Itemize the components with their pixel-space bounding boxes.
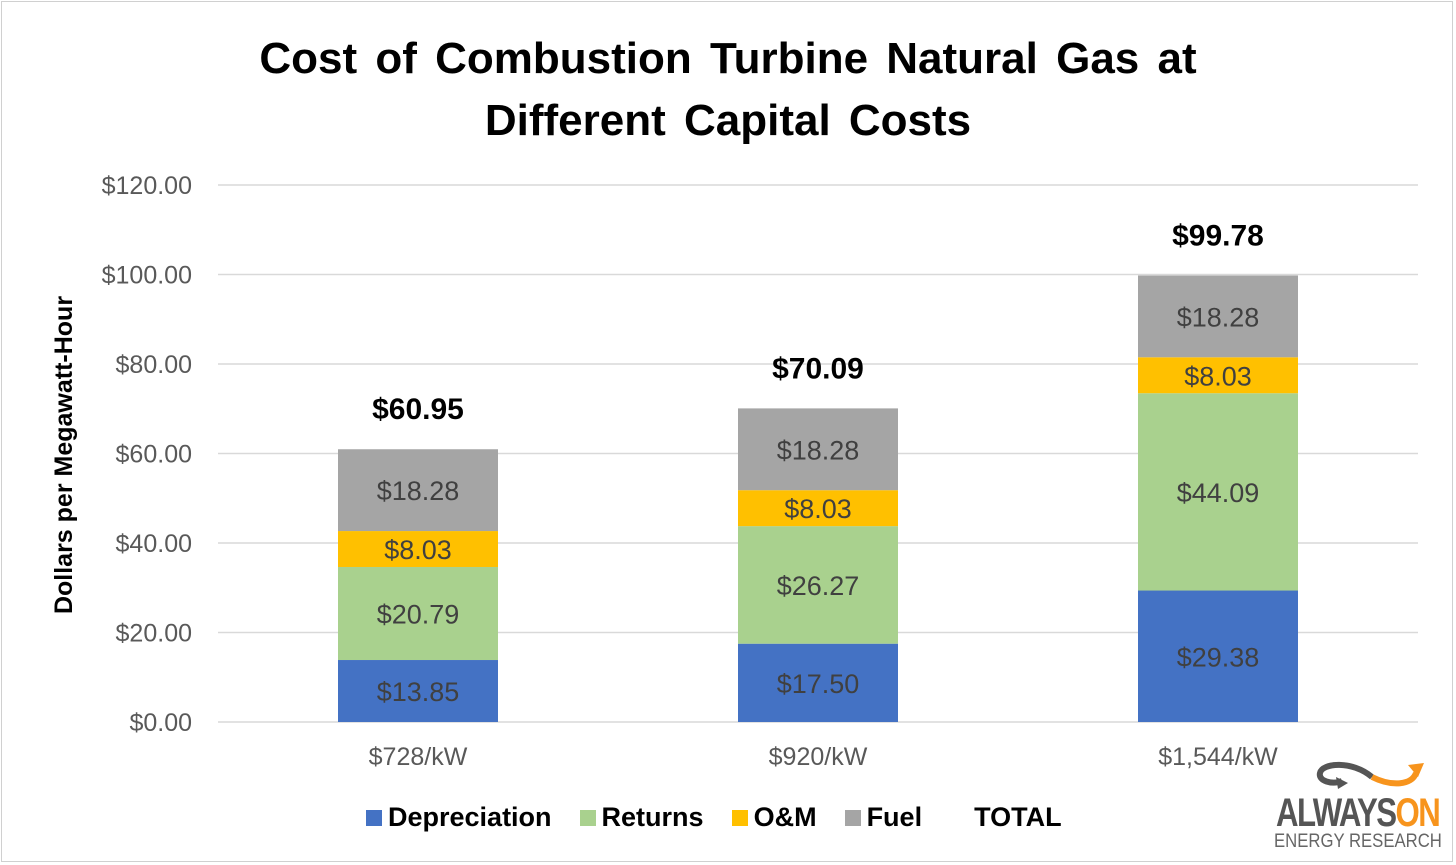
total-label: $70.09 [772,352,864,385]
data-label: $18.28 [777,435,860,465]
title-line-1: Cost of Combustion Turbine Natural Gas a… [259,34,1197,83]
x-tick-label: $920/kW [769,743,868,771]
bar-segment-depreciation [338,660,498,722]
legend-label: Returns [601,802,704,832]
legend-item: O&M [731,802,817,833]
data-label: $18.28 [1177,302,1260,332]
bar-segment-fuel [338,449,498,532]
data-label: $17.50 [777,669,860,699]
title-line-2: Different Capital Costs [484,96,972,145]
legend-swatch [844,809,861,826]
legend-label: Depreciation [388,802,552,832]
legend-swatch [731,809,748,826]
legend-swatch [366,809,382,826]
logo-subtitle: ENERGY RESEARCH [1274,831,1442,852]
bar-segment-fuel [738,408,898,491]
bar-segment-om [338,531,498,567]
y-tick-label: $0.00 [129,709,192,737]
legend-label: O&M [753,802,817,832]
data-label: $20.79 [377,600,460,630]
chart-title: Cost of Combustion Turbine Natural Gas a… [0,28,1456,152]
bar-segment-depreciation [738,643,898,722]
data-label: $8.03 [784,494,852,524]
legend-item: Depreciation [366,802,552,833]
bar-segment-returns [338,566,498,661]
data-label: $8.03 [384,535,452,565]
data-label: $29.38 [1177,642,1260,672]
bar-segment-fuel [1138,275,1298,358]
y-axis-label: Dollars per Megawatt-Hour [50,296,78,614]
legend-item: TOTAL [974,802,1062,833]
x-tick-label: $1,544/kW [1158,743,1278,771]
y-tick-label: $80.00 [116,351,192,379]
data-label: $13.85 [377,677,460,707]
y-tick-label: $100.00 [102,262,192,290]
legend-swatch [579,809,596,826]
legend: Depreciation Returns O&M Fuel TOTAL [366,802,1090,833]
bar-segment-om [1138,357,1298,394]
logo-swoosh-icon [1316,761,1424,789]
y-tick-label: $60.00 [116,441,192,469]
bar-segment-returns [738,526,898,644]
bar-segment-depreciation [1138,590,1298,722]
y-tick-label: $40.00 [116,530,192,558]
legend-item: Fuel [844,802,923,833]
data-label: $26.27 [777,571,860,601]
logo-wordmark: ALWAYSON [1276,791,1441,835]
legend-label: TOTAL [974,802,1062,832]
data-label: $18.28 [377,476,460,506]
alwayson-logo: ALWAYSON ENERGY RESEARCH [1272,755,1442,855]
bar-segment-returns [1138,393,1298,591]
legend-item: Returns [579,802,704,833]
x-tick-label: $728/kW [369,743,468,771]
total-label: $99.78 [1172,219,1264,252]
legend-label: Fuel [866,802,923,832]
data-label: $8.03 [1184,361,1252,391]
bar-segment-om [738,490,898,527]
y-tick-label: $20.00 [116,620,192,648]
y-tick-label: $120.00 [102,172,192,200]
total-label: $60.95 [372,393,464,426]
data-label: $44.09 [1177,478,1260,508]
